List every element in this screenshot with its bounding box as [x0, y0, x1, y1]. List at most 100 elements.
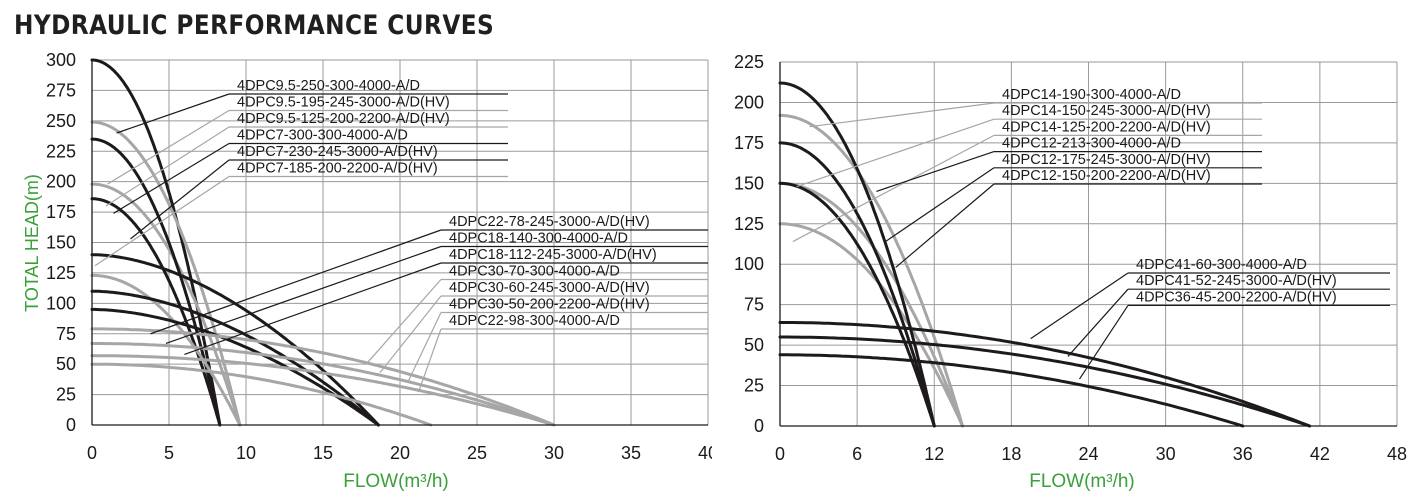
series-label: 4DPC7-185-200-2200-A/D(HV)	[237, 161, 438, 177]
x-tick-label: 10	[236, 443, 256, 463]
series-label: 4DPC41-52-245-3000-A/D(HV)	[1136, 273, 1337, 289]
x-tick-label: 36	[1233, 444, 1253, 464]
label-leader	[792, 134, 995, 243]
x-tick-label: 0	[87, 443, 97, 463]
y-tick-label: 225	[46, 141, 76, 161]
series-label: 4DPC9.5-125-200-2200-A/D(HV)	[237, 111, 450, 127]
y-tick-label: 25	[744, 376, 764, 396]
series-label: 4DPC22-78-245-3000-A/D(HV)	[449, 214, 650, 230]
series-label: 4DPC7-300-300-4000-A/D	[237, 128, 408, 144]
label-leader	[130, 159, 230, 240]
x-tick-label: 24	[1078, 444, 1098, 464]
curve-4DPC18-112-245-3000-A/D(HV)	[90, 307, 380, 427]
label-leader	[1030, 272, 1129, 340]
label-leader	[113, 142, 230, 214]
curve-4DPC12-150-200-2200-A/D(HV)	[778, 181, 936, 428]
x-tick-label: 30	[1156, 444, 1176, 464]
y-tick-label: 150	[46, 233, 76, 253]
series-label: 4DPC12-150-200-2200-A/D(HV)	[1002, 168, 1211, 184]
series-label: 4DPC30-50-200-2200-A/D(HV)	[449, 297, 650, 313]
label-leader	[407, 312, 442, 383]
x-tick-label: 18	[1001, 444, 1021, 464]
curve-4DPC36-45-200-2200-A/D(HV)	[778, 353, 1245, 428]
x-tick-label: 0	[775, 444, 785, 464]
y-tick-label: 75	[56, 324, 76, 344]
label-leader	[150, 229, 442, 335]
curve-4DPC14-125-200-2200-A/D(HV)	[778, 222, 964, 428]
label-leader	[365, 279, 442, 365]
label-leader	[1079, 305, 1129, 380]
curve-4DPC9.5-125-200-2200-A/D(HV)	[90, 182, 242, 427]
series-label: 4DPC12-213-300-4000-A/D	[1002, 136, 1181, 152]
series-label: 4DPC41-60-300-4000-A/D	[1136, 257, 1307, 273]
x-tick-label: 15	[313, 443, 333, 463]
series-label: 4DPC36-45-200-2200-A/D(HV)	[1136, 289, 1337, 305]
series-label: 4DPC14-150-245-3000-A/D(HV)	[1002, 103, 1211, 119]
label-leader	[379, 295, 442, 374]
series-label: 4DPC14-125-200-2200-A/D(HV)	[1002, 119, 1211, 135]
series-label: 4DPC18-140-300-4000-A/D	[449, 231, 628, 247]
performance-chart-left: 4DPC9.5-250-300-4000-A/D4DPC9.5-195-245-…	[22, 50, 712, 492]
label-leader	[105, 126, 230, 207]
curve-4DPC22-98-300-4000-A/D	[90, 362, 433, 427]
x-axis-title: FLOW(m³/h)	[343, 471, 449, 492]
x-axis-title: FLOW(m³/h)	[1029, 471, 1135, 492]
label-leader	[1067, 288, 1129, 357]
y-tick-label: 100	[46, 293, 76, 313]
x-tick-label: 25	[467, 443, 487, 463]
curve-4DPC41-52-245-3000-A/D(HV)	[778, 335, 1312, 428]
series-label: 4DPC30-70-300-4000-A/D	[449, 264, 620, 280]
series-label: 4DPC30-60-245-3000-A/D(HV)	[449, 280, 650, 296]
series-label: 4DPC18-112-245-3000-A/D(HV)	[449, 247, 657, 263]
x-tick-label: 20	[390, 443, 410, 463]
y-tick-label: 125	[734, 214, 764, 234]
x-tick-label: 12	[924, 444, 944, 464]
curve-4DPC30-60-245-3000-A/D(HV)	[90, 342, 556, 427]
y-tick-label: 0	[754, 416, 764, 436]
label-leader	[796, 118, 995, 188]
series-label: 4DPC12-175-245-3000-A/D(HV)	[1002, 152, 1211, 168]
label-leader	[94, 176, 230, 267]
series-label: 4DPC14-190-300-4000-A/D	[1002, 87, 1181, 103]
x-tick-label: 40	[698, 443, 712, 463]
y-tick-label: 75	[744, 295, 764, 315]
y-tick-label: 50	[744, 335, 764, 355]
label-leader	[876, 151, 995, 192]
page-title: HYDRAULIC PERFORMANCE CURVES	[14, 10, 495, 41]
series-label: 4DPC9.5-195-245-3000-A/D(HV)	[237, 95, 450, 111]
curve-4DPC7-230-245-3000-A/D(HV)	[90, 197, 222, 427]
y-tick-label: 275	[46, 80, 76, 100]
y-axis-title: TOTAL HEAD(m)	[22, 174, 42, 312]
curve-4DPC7-300-300-4000-A/D	[90, 137, 222, 427]
y-tick-label: 175	[734, 133, 764, 153]
curve-4DPC9.5-195-245-3000-A/D(HV)	[90, 120, 242, 427]
label-leader	[165, 245, 442, 345]
x-tick-label: 6	[852, 444, 862, 464]
curve-4DPC12-213-300-4000-A/D	[778, 81, 936, 428]
label-leader	[809, 102, 995, 128]
curve-4DPC30-50-200-2200-A/D(HV)	[90, 354, 556, 427]
y-tick-label: 200	[46, 172, 76, 192]
y-tick-label: 125	[46, 263, 76, 283]
label-leader	[417, 328, 442, 393]
curve-4DPC22-78-245-3000-A/D(HV)	[90, 289, 380, 427]
label-leader	[107, 109, 230, 185]
y-tick-label: 300	[46, 50, 76, 70]
y-tick-label: 200	[734, 92, 764, 112]
x-tick-label: 30	[544, 443, 564, 463]
y-tick-label: 225	[734, 52, 764, 72]
y-tick-label: 50	[56, 354, 76, 374]
curve-4DPC18-140-300-4000-A/D	[90, 253, 380, 427]
label-leader	[885, 167, 995, 243]
x-tick-label: 42	[1310, 444, 1330, 464]
curve-4DPC7-185-200-2200-A/D(HV)	[90, 273, 242, 427]
y-tick-label: 150	[734, 173, 764, 193]
y-tick-label: 100	[734, 254, 764, 274]
label-leader	[184, 262, 442, 355]
label-leader	[116, 93, 230, 134]
curve-4DPC12-175-245-3000-A/D(HV)	[778, 141, 936, 428]
series-label: 4DPC7-230-245-3000-A/D(HV)	[237, 144, 438, 160]
x-tick-label: 5	[164, 443, 174, 463]
y-tick-label: 0	[66, 415, 76, 435]
x-tick-label: 35	[621, 443, 641, 463]
